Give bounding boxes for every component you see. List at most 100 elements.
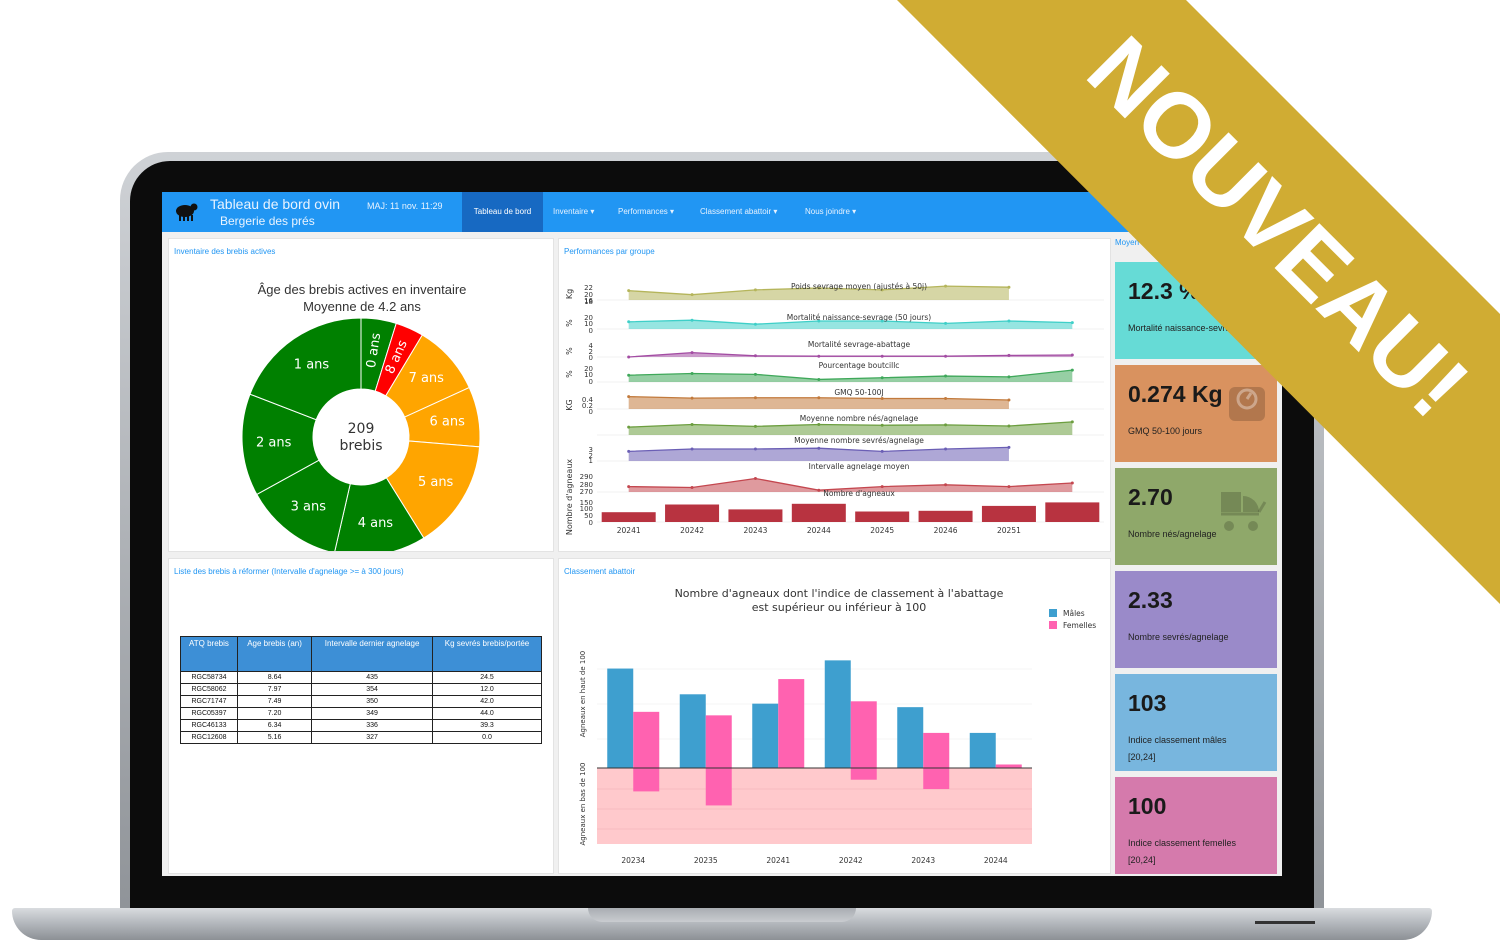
- series-title: GMQ 50-100J: [834, 388, 883, 397]
- table-header-cell[interactable]: ATQ brebis: [180, 636, 238, 672]
- kpi-value: 12.3 %: [1128, 278, 1200, 304]
- pie-slice-label: 5 ans: [418, 475, 454, 490]
- table-cell: 354: [311, 683, 434, 696]
- table-row[interactable]: RGC58062 7.97 354 12.0: [180, 683, 542, 696]
- chart-title: Nombre d'agneaux dont l'indice de classe…: [675, 587, 1004, 600]
- male-bar: [824, 660, 851, 768]
- legend-swatch: [1049, 621, 1057, 629]
- series-point: [753, 396, 757, 400]
- female-bar: [995, 764, 1022, 768]
- kpi-card[interactable]: 12.3 % Mortalité naissance-sevrage (50j)%: [1115, 262, 1277, 359]
- x-tick-label: 20235: [694, 856, 718, 865]
- table-cell: 327: [311, 731, 434, 744]
- table-header-cell[interactable]: Intervalle dernier agnelage: [311, 636, 434, 672]
- table-row[interactable]: RGC71747 7.49 350 42.0: [180, 695, 542, 708]
- series-point: [944, 321, 948, 325]
- table-row[interactable]: RGC46133 6.34 336 39.3: [180, 719, 542, 732]
- y-tick-label: 0: [589, 354, 593, 362]
- table-header-cell[interactable]: Age brebis (an): [236, 636, 313, 672]
- series-point: [944, 483, 948, 487]
- series-point: [880, 423, 884, 427]
- series-point: [1007, 375, 1011, 379]
- table-header-cell[interactable]: Kg sevrés brebis/portée: [432, 636, 542, 672]
- performance-multi-chart: Poids sevrage moyen (ajustés à 50j)22201…: [565, 282, 1104, 535]
- y-tick-label: 20: [584, 314, 593, 322]
- series-point: [627, 320, 631, 324]
- y-tick-label: 290: [580, 473, 593, 481]
- count-bar: [855, 511, 910, 522]
- series-point: [690, 447, 694, 451]
- pie-chart-title: Âge des brebis actives en inventaire Moy…: [169, 281, 555, 315]
- table-row[interactable]: RGC58734 8.64 435 24.5: [180, 671, 542, 684]
- kpi-label: Nombre sevrés/agnelage: [1128, 629, 1268, 646]
- y-tick-label: 150: [580, 499, 593, 507]
- kpi-card[interactable]: 2.33 Nombre sevrés/agnelage: [1115, 571, 1277, 668]
- pie-subtitle-line: Moyenne de 4.2 ans: [303, 299, 421, 314]
- app-title[interactable]: Tableau de bord ovin: [210, 196, 340, 212]
- table-cell: 0.0: [432, 731, 542, 744]
- dashboard-screen: Tableau de bord ovin MAJ: 11 nov. 11:29 …: [162, 192, 1282, 876]
- male-bar: [897, 707, 924, 768]
- count-bar: [728, 509, 783, 522]
- y-tick-label: 20: [584, 291, 593, 299]
- sheep-logo-icon[interactable]: [172, 196, 200, 224]
- table-cell: 6.34: [236, 719, 313, 732]
- series-point: [690, 372, 694, 375]
- series-area: [628, 370, 1073, 382]
- pie-slice-label: 6 ans: [430, 414, 466, 429]
- kpi-card[interactable]: 103 Indice classement mâles [20,24]: [1115, 674, 1277, 771]
- table-row[interactable]: RGC12608 5.16 327 0.0: [180, 731, 542, 744]
- table-cell: RGC12608: [180, 731, 238, 744]
- series-point: [627, 395, 631, 399]
- laptop-slit: [1255, 921, 1315, 924]
- legend-label: Femelles: [1063, 621, 1096, 630]
- series-point: [817, 488, 821, 492]
- tab-performance[interactable]: Performances ▾: [618, 207, 675, 216]
- series-point: [880, 397, 884, 400]
- x-tick-label: 20241: [766, 856, 790, 865]
- tab-dashboard[interactable]: Tableau de bord: [462, 192, 543, 232]
- series-title: Nombre d'agneaux: [823, 489, 895, 498]
- series-point: [1070, 321, 1074, 325]
- tab-contact[interactable]: Nous joindre ▾: [805, 207, 857, 216]
- kpi-card[interactable]: 100 Indice classement femelles [20,24]: [1115, 777, 1277, 874]
- kpi-sub-text: [20,24]: [1128, 855, 1156, 865]
- pie-slice: [334, 477, 425, 551]
- series-point: [880, 485, 884, 489]
- navbar: Tableau de bord ovin MAJ: 11 nov. 11:29 …: [162, 192, 1282, 232]
- performance-panel: Performances par groupe Poids sevrage mo…: [558, 238, 1111, 552]
- pie-slice-label: 0 ans: [364, 332, 384, 369]
- series-point: [1070, 353, 1074, 357]
- series-point: [753, 424, 757, 428]
- tab-inventory[interactable]: Inventaire ▾: [553, 207, 595, 216]
- y-tick-label: 0.2: [582, 402, 593, 410]
- series-point: [817, 396, 821, 400]
- female-bar-below: [705, 768, 732, 806]
- table-body: RGC58734 8.64 435 24.5 RGC58062 7.97 354 12.0 RG…: [180, 671, 542, 744]
- tab-slaughter-ranking[interactable]: Classement abattoir ▾: [700, 207, 778, 216]
- series-point: [627, 289, 631, 293]
- series-point: [817, 354, 821, 358]
- table-cell: 44.0: [432, 707, 542, 720]
- series-point: [817, 446, 821, 450]
- table-cell: RGC58062: [180, 683, 238, 696]
- kpi-label-text: Mortalité naissance-sevrage (50j): [1128, 323, 1262, 333]
- series-point: [817, 377, 821, 381]
- y-tick-label: 100: [580, 505, 593, 513]
- kpi-card[interactable]: 0.274 Kg GMQ 50-100 jours: [1115, 365, 1277, 462]
- y-tick-label: 3: [589, 446, 593, 454]
- y-tick-label: 0: [589, 408, 593, 416]
- table-row[interactable]: RGC05397 7.20 349 44.0: [180, 707, 542, 720]
- female-bar: [705, 715, 732, 768]
- table-cell: 24.5: [432, 671, 542, 684]
- series-point: [1070, 420, 1074, 424]
- table-cell: 39.3: [432, 719, 542, 732]
- series-point: [944, 354, 948, 358]
- kpi-label-text: Nombre sevrés/agnelage: [1128, 632, 1229, 642]
- series-point: [627, 485, 631, 489]
- table-cell: 7.20: [236, 707, 313, 720]
- kpi-card[interactable]: 2.70 Nombre nés/agnelage: [1115, 468, 1277, 565]
- kpi-label-text: Indice classement mâles: [1128, 735, 1227, 745]
- series-point: [627, 373, 631, 377]
